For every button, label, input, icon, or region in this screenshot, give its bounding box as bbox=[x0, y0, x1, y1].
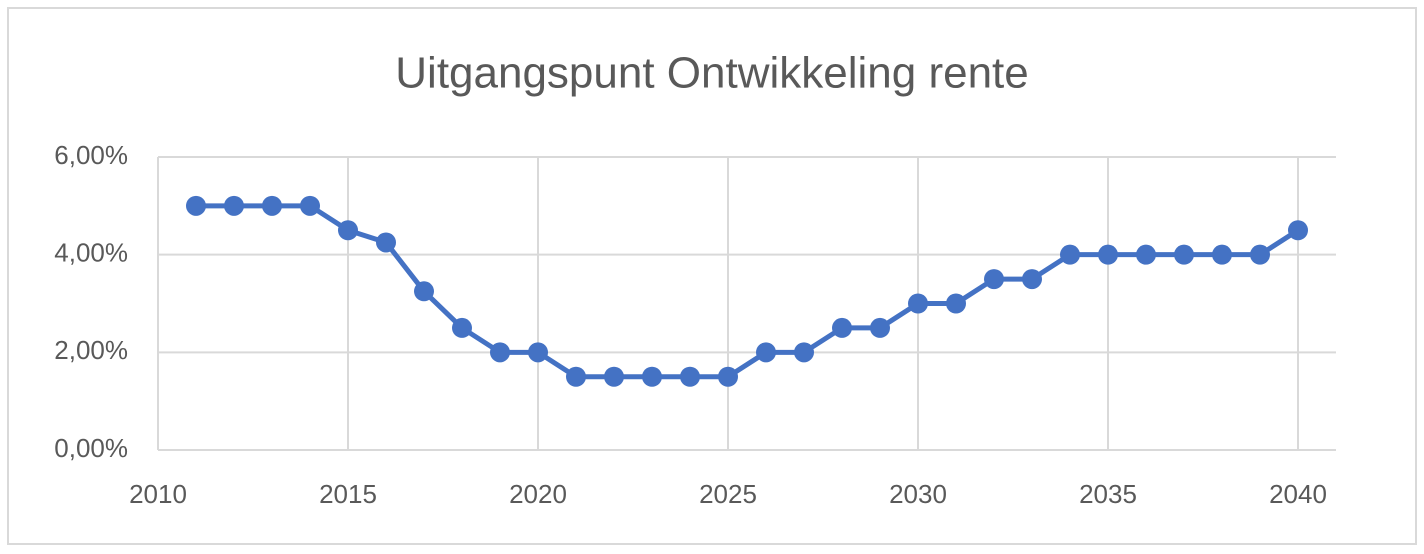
chart-title: Uitgangspunt Ontwikkeling rente bbox=[395, 49, 1028, 98]
y-tick-label: 2,00% bbox=[54, 335, 128, 365]
marker bbox=[604, 366, 624, 387]
marker bbox=[756, 342, 776, 363]
marker bbox=[1174, 244, 1194, 265]
x-tick-label: 2015 bbox=[319, 479, 377, 509]
marker bbox=[224, 195, 244, 216]
marker bbox=[262, 195, 282, 216]
marker bbox=[300, 195, 320, 216]
marker bbox=[1136, 244, 1156, 265]
marker bbox=[1022, 269, 1042, 290]
x-tick-label: 2010 bbox=[129, 479, 187, 509]
marker bbox=[946, 293, 966, 314]
y-tick-label: 0,00% bbox=[54, 433, 128, 463]
x-tick-label: 2035 bbox=[1079, 479, 1137, 509]
marker bbox=[452, 317, 472, 338]
marker bbox=[1212, 244, 1232, 265]
marker bbox=[1288, 220, 1308, 241]
marker bbox=[1250, 244, 1270, 265]
marker bbox=[718, 366, 738, 387]
y-tick-label: 4,00% bbox=[54, 238, 128, 268]
marker bbox=[642, 366, 662, 387]
marker bbox=[490, 342, 510, 363]
marker bbox=[832, 317, 852, 338]
y-tick-label: 6,00% bbox=[54, 140, 128, 170]
x-tick-label: 2040 bbox=[1269, 479, 1327, 509]
marker bbox=[908, 293, 928, 314]
marker bbox=[566, 366, 586, 387]
marker bbox=[414, 281, 434, 302]
x-tick-label: 2025 bbox=[699, 479, 757, 509]
marker bbox=[338, 220, 358, 241]
x-tick-label: 2030 bbox=[889, 479, 947, 509]
marker bbox=[376, 232, 396, 253]
marker bbox=[528, 342, 548, 363]
x-tick-label: 2020 bbox=[509, 479, 567, 509]
marker bbox=[1060, 244, 1080, 265]
marker bbox=[680, 366, 700, 387]
chart-border bbox=[7, 7, 1417, 545]
marker bbox=[186, 195, 206, 216]
marker bbox=[870, 317, 890, 338]
marker bbox=[1098, 244, 1118, 265]
marker bbox=[794, 342, 814, 363]
marker bbox=[984, 269, 1004, 290]
